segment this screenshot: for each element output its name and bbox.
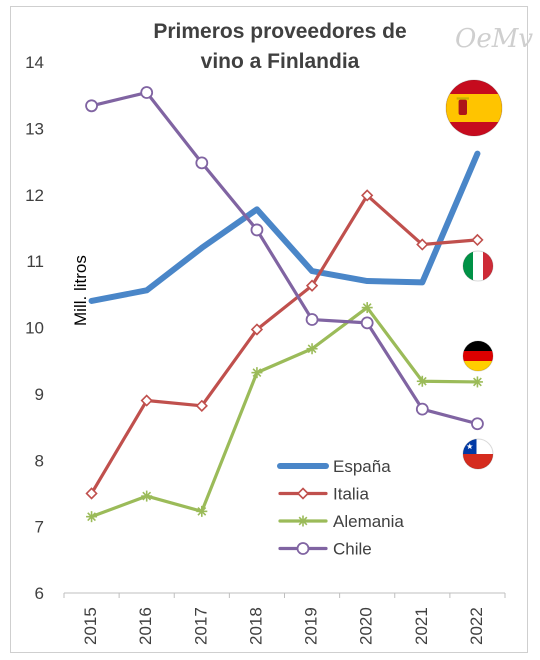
series-italia [85, 189, 484, 500]
legend-item-alemania: Alemania [278, 512, 404, 531]
data-point-italia [250, 323, 264, 336]
x-tick-label: 2016 [136, 607, 155, 645]
legend-marker [297, 515, 309, 527]
legend-marker [296, 487, 310, 500]
data-point-italia [140, 394, 153, 407]
data-point-alemania [251, 367, 263, 379]
germany-flag-icon [463, 341, 493, 371]
italy-flag-icon [463, 251, 493, 281]
x-tick-label: 2015 [81, 607, 100, 645]
data-point-alemania [471, 376, 483, 388]
data-point-chile [195, 156, 209, 170]
y-tick-label: 9 [35, 385, 44, 404]
series-line-alemania [89, 305, 480, 519]
data-point-chile [85, 99, 98, 113]
data-point-chile [305, 313, 319, 326]
series-alemania [86, 302, 483, 523]
data-point-italia [195, 399, 208, 412]
data-point-alemania [196, 505, 208, 517]
x-tick-label: 2018 [246, 607, 265, 645]
data-point-alemania [306, 343, 318, 355]
series-españa [88, 150, 481, 304]
legend-label-alemania: Alemania [333, 512, 404, 531]
legend-label-españa: España [333, 457, 391, 476]
series-line-italia [89, 193, 480, 496]
y-axis-label: Mill. litros [71, 255, 90, 326]
series-line-chile [89, 90, 480, 426]
data-point-italia [361, 189, 374, 202]
data-point-alemania [361, 302, 373, 314]
chart-frame [10, 6, 528, 653]
y-tick-label: 7 [35, 518, 44, 537]
y-tick-label: 10 [25, 319, 44, 338]
legend-item-italia: Italia [278, 485, 369, 504]
data-point-chile [415, 402, 429, 416]
y-tick-label: 14 [25, 53, 44, 72]
legend-label-italia: Italia [333, 485, 369, 504]
data-point-alemania [416, 375, 428, 387]
legend-marker [296, 542, 310, 555]
y-tick-label: 6 [35, 584, 44, 603]
y-tick-label: 8 [35, 451, 44, 470]
x-tick-label: 2021 [412, 607, 431, 645]
x-tick-label: 2019 [302, 607, 321, 645]
legend-item-españa: España [277, 457, 391, 476]
legend: España Italia Alemania Chile [277, 457, 404, 559]
x-tick-label: 2017 [191, 607, 210, 645]
series-chile [85, 86, 484, 431]
data-point-chile [140, 86, 154, 99]
axes: 6 7 8 9 10 11 12 13 14 2015 2016 2017 2018 2019 2020 20… [25, 53, 506, 645]
legend-label-chile: Chile [333, 540, 372, 559]
chart-title-line1: Primeros proveedores de [153, 20, 407, 43]
x-tick-label: 2022 [467, 607, 486, 645]
watermark-logo: OeMv [455, 24, 534, 54]
data-point-italia [305, 279, 319, 292]
data-point-italia [416, 238, 429, 251]
data-point-italia [85, 487, 98, 500]
data-point-chile [250, 223, 264, 237]
y-tick-label: 12 [25, 186, 44, 205]
x-tick-label: 2020 [357, 607, 376, 645]
data-point-chile [360, 316, 374, 330]
y-tick-label: 13 [25, 119, 44, 138]
spain-flag-icon [446, 80, 502, 136]
series-line-españa [88, 150, 481, 304]
data-point-italia [471, 233, 484, 247]
flags [445, 79, 503, 470]
legend-item-chile: Chile [278, 540, 372, 559]
data-point-alemania [86, 511, 98, 523]
y-tick-label: 11 [26, 252, 44, 271]
data-point-alemania [141, 490, 153, 502]
chart-title-line2: vino a Finlandia [200, 50, 360, 73]
series-layer [85, 86, 484, 523]
data-point-chile [471, 417, 484, 431]
